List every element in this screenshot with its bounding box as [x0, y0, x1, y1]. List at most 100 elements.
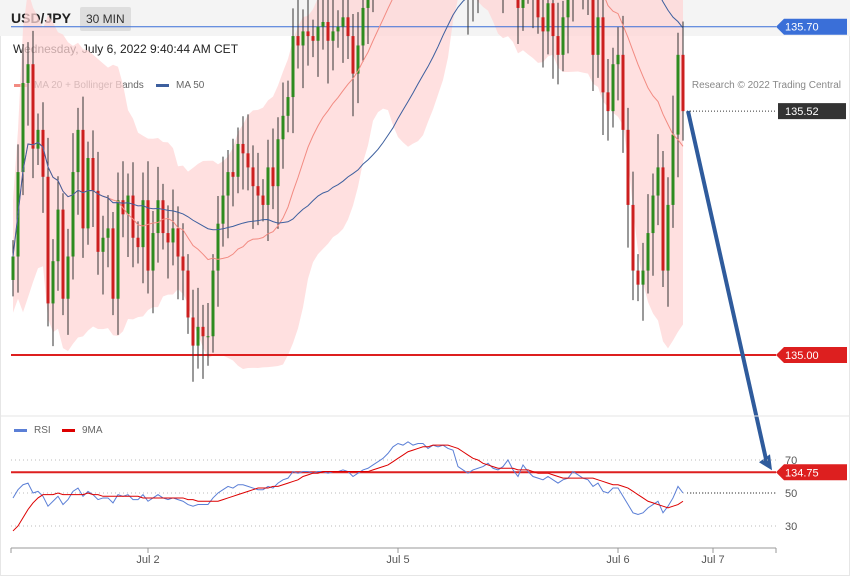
candle-body — [51, 261, 55, 304]
candle-body — [641, 270, 645, 285]
candle-body — [31, 64, 35, 149]
candle-body — [541, 17, 545, 32]
candle-body — [251, 167, 255, 187]
candle-body — [681, 54, 685, 112]
candle-body — [616, 54, 620, 65]
candle-body — [351, 36, 355, 74]
candle-body — [226, 172, 230, 196]
candle-body — [516, 0, 520, 8]
candle-body — [211, 270, 215, 337]
rsi-level-label-50: 50 — [785, 488, 797, 500]
candle-body — [271, 167, 275, 187]
candle-body — [186, 270, 190, 318]
candle-body — [566, 0, 570, 18]
candle-body — [611, 64, 615, 112]
candle-body — [301, 31, 305, 46]
candle-body — [656, 167, 660, 196]
candle-body — [236, 143, 240, 177]
candle-body — [221, 195, 225, 224]
rsi-label: RSI — [34, 425, 51, 436]
candle-body — [361, 7, 365, 46]
candle-body — [91, 158, 95, 191]
candle-body — [286, 97, 290, 116]
candle-body — [116, 200, 120, 299]
candle-body — [261, 195, 265, 205]
candle-body — [216, 223, 220, 271]
candle-body — [666, 204, 670, 271]
candle-body — [636, 270, 640, 285]
candle-body — [231, 172, 235, 177]
forecast-arrow-head — [759, 454, 772, 471]
candle-body — [36, 129, 40, 149]
candle-body — [651, 195, 655, 234]
candle-body — [546, 3, 550, 32]
candle-body — [671, 134, 675, 205]
legend-9ma: 9MA — [62, 425, 103, 436]
credit-text: Research © 2022 Trading Central — [691, 80, 841, 91]
x-tick-label: Jul 2 — [136, 554, 159, 566]
ma9-swatch — [62, 429, 75, 432]
candles — [11, 0, 685, 382]
forecast-arrow-shaft — [686, 110, 768, 460]
candle-body — [46, 176, 50, 304]
candle-body — [101, 237, 105, 252]
candle-body — [136, 237, 140, 248]
level-label-135.70: 135.70 — [785, 22, 819, 34]
level-tag-135.00 — [776, 347, 847, 363]
candle-body — [41, 129, 45, 177]
ma9-label: 9MA — [82, 425, 103, 436]
level-label-134.75: 134.75 — [785, 467, 819, 479]
candle-body — [591, 0, 595, 55]
level-tag-134.75 — [776, 464, 847, 481]
candle-body — [171, 228, 175, 243]
candle-body — [276, 139, 280, 187]
candle-body — [96, 190, 100, 252]
ma20-line — [12, 0, 684, 261]
x-tick-label: Jul 7 — [701, 554, 724, 566]
candle-body — [241, 143, 245, 154]
candle-body — [106, 228, 110, 238]
x-tick-label: Jul 6 — [606, 554, 629, 566]
candle-body — [356, 45, 360, 74]
candle-body — [131, 195, 135, 238]
candle-body — [191, 317, 195, 346]
candle-body — [311, 36, 315, 41]
candle-body — [206, 336, 210, 338]
candle-body — [196, 326, 200, 346]
candle-body — [126, 195, 130, 215]
candle-body — [61, 209, 65, 299]
candle-body — [111, 228, 115, 299]
candle-body — [21, 82, 25, 173]
candle-body — [346, 17, 350, 37]
candle-body — [181, 256, 185, 271]
candle-body — [551, 3, 555, 37]
candle-body — [621, 54, 625, 130]
candle-body — [256, 186, 260, 196]
level-tag-135.70 — [776, 18, 847, 35]
candle-body — [556, 36, 560, 55]
candle-body — [56, 209, 60, 262]
candle-body — [151, 233, 155, 271]
candle-body — [201, 326, 205, 337]
candle-body — [86, 158, 90, 229]
last-price-label: 135.52 — [785, 106, 819, 118]
candle-body — [161, 200, 165, 234]
candle-body — [66, 256, 70, 299]
candle-body — [601, 17, 605, 93]
candle-body — [626, 129, 630, 205]
candle-body — [676, 54, 680, 135]
candle-body — [596, 17, 600, 55]
bollinger-band-area — [13, 0, 683, 369]
candle-body — [336, 26, 340, 32]
candle-body — [366, 0, 370, 8]
ma50-line — [12, 0, 684, 257]
ma50-swatch — [156, 84, 169, 87]
rsi-9ma-line — [12, 444, 684, 532]
ma50-label: MA 50 — [176, 80, 205, 91]
candle-body — [306, 31, 310, 37]
rsi-level-label-70: 70 — [785, 455, 797, 467]
candle-body — [176, 228, 180, 257]
candle-body — [536, 0, 540, 18]
candle-body — [291, 36, 295, 98]
candle-body — [316, 26, 320, 41]
